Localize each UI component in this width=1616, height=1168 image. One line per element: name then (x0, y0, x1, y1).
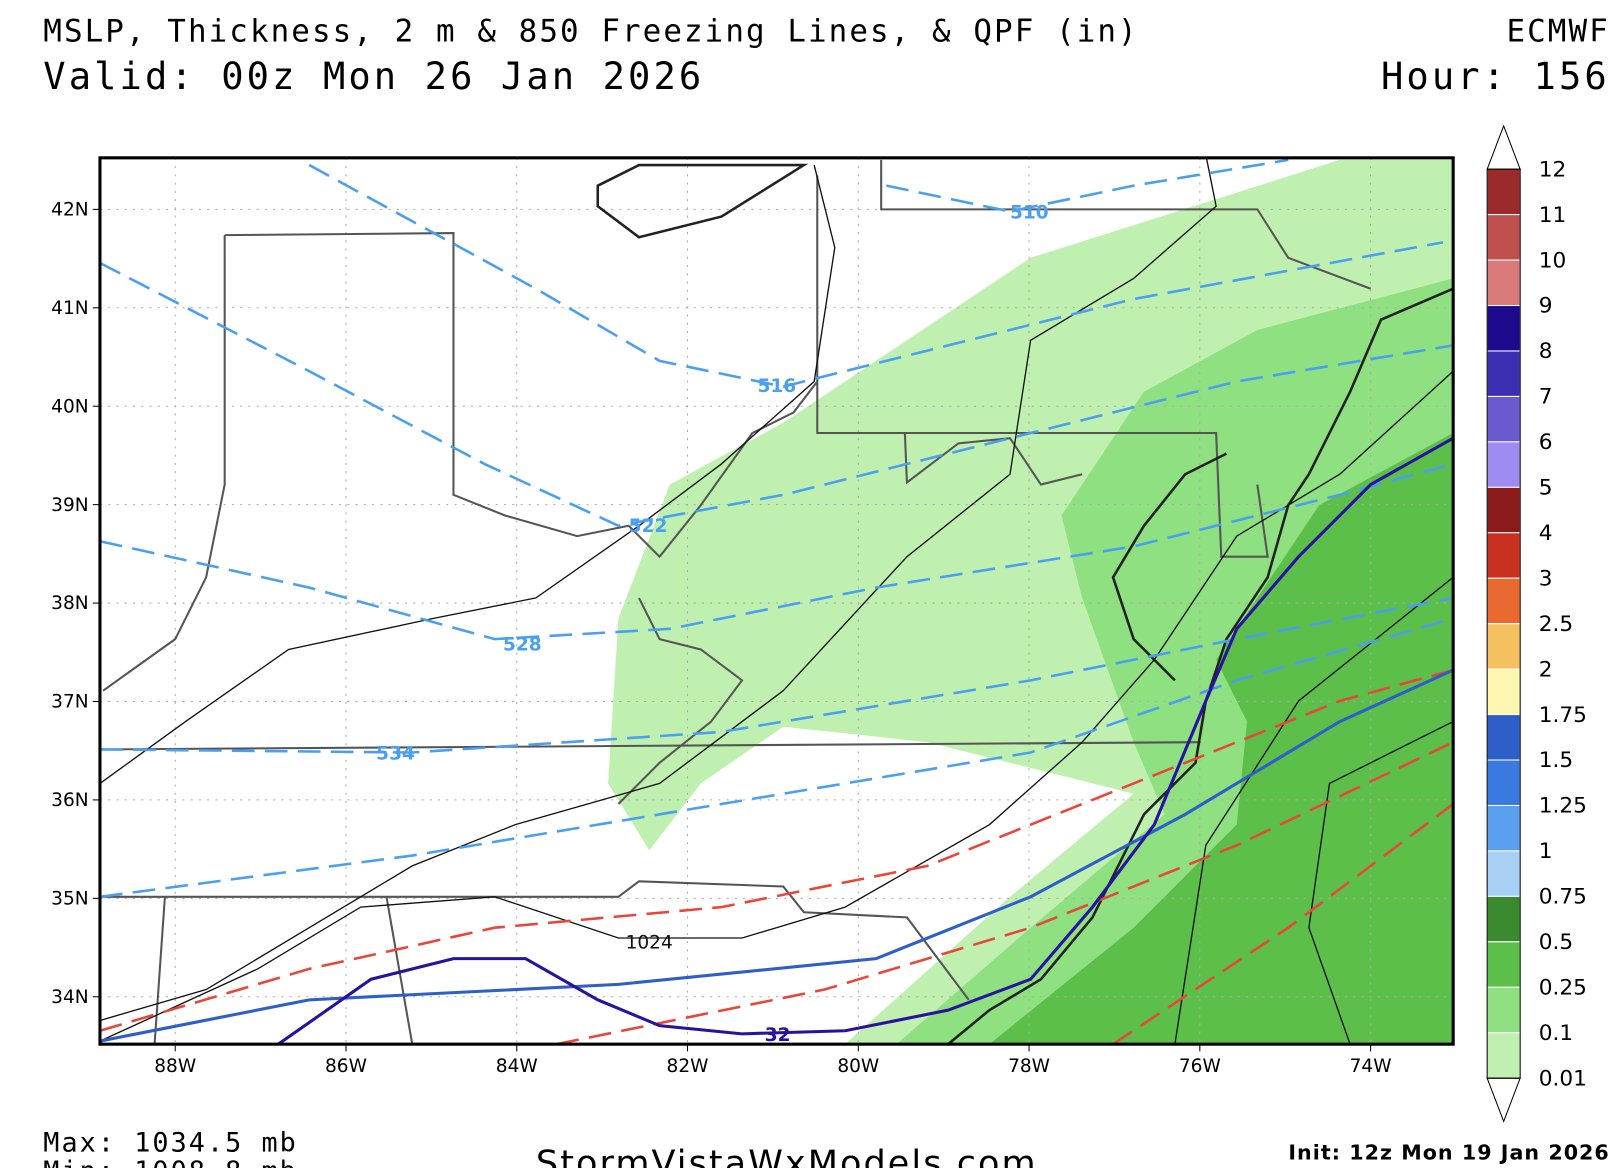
map-area: 510 516 522 528 534 1024 32 (99, 157, 1454, 1046)
model: ECMWF (1506, 13, 1609, 49)
colorbar-label: 1.5 (1539, 748, 1573, 773)
lat-label: 40N (51, 396, 88, 417)
colorbar-frame (1486, 168, 1521, 1079)
lon-label: 88W (154, 1056, 196, 1077)
colorbar-box (1486, 168, 1521, 216)
colorbar-box (1486, 214, 1521, 261)
colorbar-label: 10 (1539, 248, 1567, 273)
colorbar-box (1486, 759, 1521, 806)
axis-ticks: 42N 41N 40N 39N 38N 37N 36N 35N 34N 88W 86W 84W 82W 8… (51, 200, 1391, 1077)
colorbar: 12 11 10 9 8 7 6 5 4 3 2.5 2 1.75 1.5 1.25 1 0.75 0.5 0.25… (1486, 124, 1587, 1123)
lat-label: 41N (51, 298, 88, 319)
colorbar-box (1486, 395, 1521, 443)
colorbar-label: 11 (1539, 203, 1567, 228)
lat-label: 38N (51, 593, 88, 614)
lat-label: 35N (51, 889, 88, 910)
colorbar-label: 0.75 (1539, 885, 1587, 910)
valid-time: Valid: 00z Mon 26 Jan 2026 (43, 55, 704, 98)
colorbar-arrow-bottom (1486, 1077, 1521, 1123)
colorbar-label: 0.01 (1539, 1066, 1587, 1091)
max-pressure: Max: 1034.5 mb (43, 1127, 298, 1158)
isobars (99, 157, 1454, 1045)
contour-label: 516 (758, 376, 797, 397)
lat-label: 36N (51, 790, 88, 811)
colorbar-box (1486, 305, 1521, 352)
colorbar-box (1486, 714, 1521, 761)
colorbar-label: 1.25 (1539, 794, 1587, 819)
forecast-hour: Hour: 156 (1381, 55, 1610, 98)
colorbar-box (1486, 804, 1521, 852)
thickness-lines (99, 158, 1454, 899)
colorbar-label: 2 (1539, 657, 1553, 682)
contour-label: 534 (376, 744, 415, 765)
colorbar-label: 0.5 (1539, 930, 1573, 955)
colorbar-box (1486, 577, 1521, 625)
colorbar-box (1486, 668, 1521, 716)
lon-label: 84W (496, 1056, 538, 1077)
colorbar-label: 1 (1539, 839, 1553, 864)
colorbar-label: 0.1 (1539, 1021, 1573, 1046)
colorbar-label: 5 (1539, 476, 1553, 501)
freezing-850-blue (99, 668, 1454, 1043)
lat-label: 39N (51, 495, 88, 516)
colorbar-box (1486, 350, 1521, 397)
colorbar-label: 6 (1539, 430, 1553, 455)
lon-label: 78W (1008, 1056, 1050, 1077)
lon-label: 74W (1350, 1056, 1392, 1077)
colorbar-box (1486, 1032, 1521, 1079)
colorbar-label: 9 (1539, 294, 1553, 319)
contour-labels: 510 516 522 528 534 1024 32 (376, 203, 1049, 1046)
colorbar-label: 0.25 (1539, 975, 1587, 1000)
colorbar-box (1486, 623, 1521, 670)
colorbar-label: 4 (1539, 521, 1553, 546)
lat-label: 37N (51, 692, 88, 713)
contour-label: 528 (503, 634, 542, 655)
grid (99, 157, 1454, 1045)
freezing-850 (277, 436, 1454, 1045)
min-pressure: Min: 1008.8 mb (43, 1156, 298, 1168)
colorbar-box (1486, 486, 1521, 534)
contour-label: 1024 (626, 932, 673, 953)
lon-label: 80W (837, 1056, 879, 1077)
colorbar-box (1486, 850, 1521, 897)
colorbar-label: 3 (1539, 566, 1553, 591)
site: StormVistaWxModels.com (536, 1143, 1038, 1168)
lon-label: 82W (667, 1056, 709, 1077)
map-frame (98, 156, 1455, 1046)
colorbar-box (1486, 532, 1521, 579)
colorbar-label: 7 (1539, 385, 1553, 410)
colorbar-label: 12 (1539, 157, 1567, 182)
contour-label: 32 (765, 1025, 791, 1046)
colorbar-box (1486, 895, 1521, 943)
contour-label: 522 (629, 516, 668, 537)
colorbar-box (1486, 941, 1521, 988)
lon-label: 76W (1179, 1056, 1221, 1077)
borders (99, 159, 1372, 1045)
colorbar-label: 1.75 (1539, 703, 1587, 728)
init-time: Init: 12z Mon 19 Jan 2026 (1288, 1141, 1609, 1165)
colorbar-label: 2.5 (1539, 612, 1573, 637)
lon-label: 86W (325, 1056, 367, 1077)
colorbar-box (1486, 441, 1521, 488)
colorbar-label: 8 (1539, 339, 1553, 364)
colorbar-box (1486, 259, 1521, 307)
colorbar-arrow-top (1486, 124, 1521, 170)
freezing-2m (99, 668, 1454, 1045)
lat-label: 34N (51, 987, 88, 1008)
lat-label: 42N (51, 200, 88, 221)
colorbar-box (1486, 986, 1521, 1034)
contour-label: 510 (1010, 203, 1049, 224)
title: MSLP, Thickness, 2 m & 850 Freezing Line… (43, 13, 1138, 49)
